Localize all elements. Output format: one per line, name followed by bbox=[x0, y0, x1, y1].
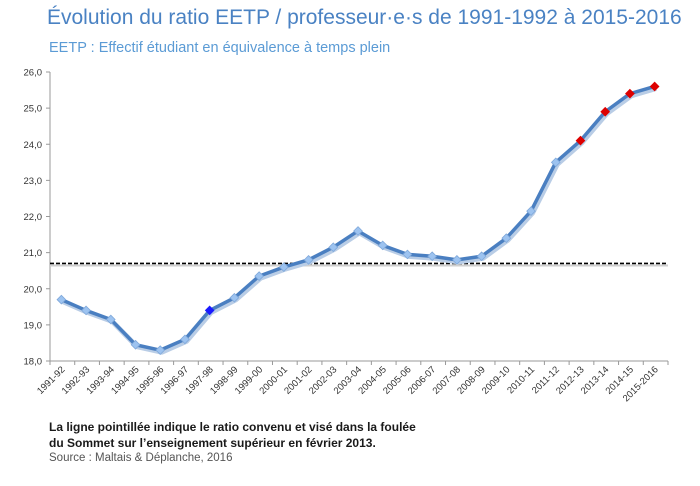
series-line-shadow bbox=[61, 86, 657, 355]
source-credit: Source : Maltais & Déplanche, 2016 bbox=[49, 452, 233, 464]
data-point bbox=[56, 294, 67, 305]
data-point bbox=[254, 271, 264, 281]
data-point bbox=[278, 262, 289, 272]
data-point bbox=[229, 292, 240, 303]
y-tick-label: 26,0 bbox=[24, 68, 43, 79]
data-point bbox=[476, 251, 487, 262]
data-point bbox=[328, 242, 339, 253]
data-point bbox=[625, 88, 635, 99]
data-point bbox=[204, 305, 215, 316]
y-tick-label: 19,0 bbox=[24, 320, 43, 331]
y-tick-label: 20,0 bbox=[24, 284, 43, 295]
data-point bbox=[105, 314, 116, 325]
data-point bbox=[526, 206, 536, 216]
series-line bbox=[60, 84, 656, 352]
data-point bbox=[550, 157, 561, 168]
y-tick-label: 18,0 bbox=[24, 357, 43, 368]
data-point bbox=[501, 233, 512, 244]
data-point bbox=[402, 249, 413, 260]
y-tick-label: 24,0 bbox=[24, 140, 43, 151]
reference-line-group bbox=[50, 262, 668, 267]
data-point bbox=[575, 135, 586, 146]
chart-subtitle: EETP : Effectif étudiant en équivalence … bbox=[49, 40, 391, 56]
y-tick-label: 22,0 bbox=[24, 212, 43, 223]
footnote: La ligne pointillée indique le ratio con… bbox=[49, 419, 416, 451]
data-point bbox=[130, 339, 141, 350]
data-point bbox=[353, 226, 363, 236]
footnote-line-2: du Sommet sur l’enseignement supérieur e… bbox=[49, 436, 376, 450]
y-tick-label: 23,0 bbox=[24, 176, 43, 187]
data-point bbox=[452, 254, 462, 265]
x-tick-labels: 1991-921992-931993-941994-951995-961996-… bbox=[35, 364, 661, 404]
data-point bbox=[155, 345, 166, 356]
y-tick-label: 21,0 bbox=[24, 248, 43, 259]
y-tick-label: 25,0 bbox=[24, 104, 43, 115]
chart-axes bbox=[46, 71, 669, 365]
y-tick-labels: 18,0 19,0 20,0 21,0 22,0 23,0 24,0 25,0 26,0 bbox=[24, 68, 43, 368]
data-point bbox=[303, 254, 314, 265]
data-point bbox=[81, 305, 91, 316]
footnote-line-1: La ligne pointillée indique le ratio con… bbox=[49, 420, 416, 434]
data-point bbox=[600, 106, 611, 117]
line-chart: 18,0 19,0 20,0 21,0 22,0 23,0 24,0 25,0 26,0 199… bbox=[24, 68, 669, 404]
chart-title: Évolution du ratio EETP / professeur·e·s… bbox=[47, 6, 682, 29]
data-point bbox=[649, 81, 660, 92]
data-point bbox=[180, 334, 190, 345]
data-point bbox=[377, 240, 388, 251]
series-group bbox=[56, 81, 660, 356]
data-point bbox=[427, 251, 438, 262]
